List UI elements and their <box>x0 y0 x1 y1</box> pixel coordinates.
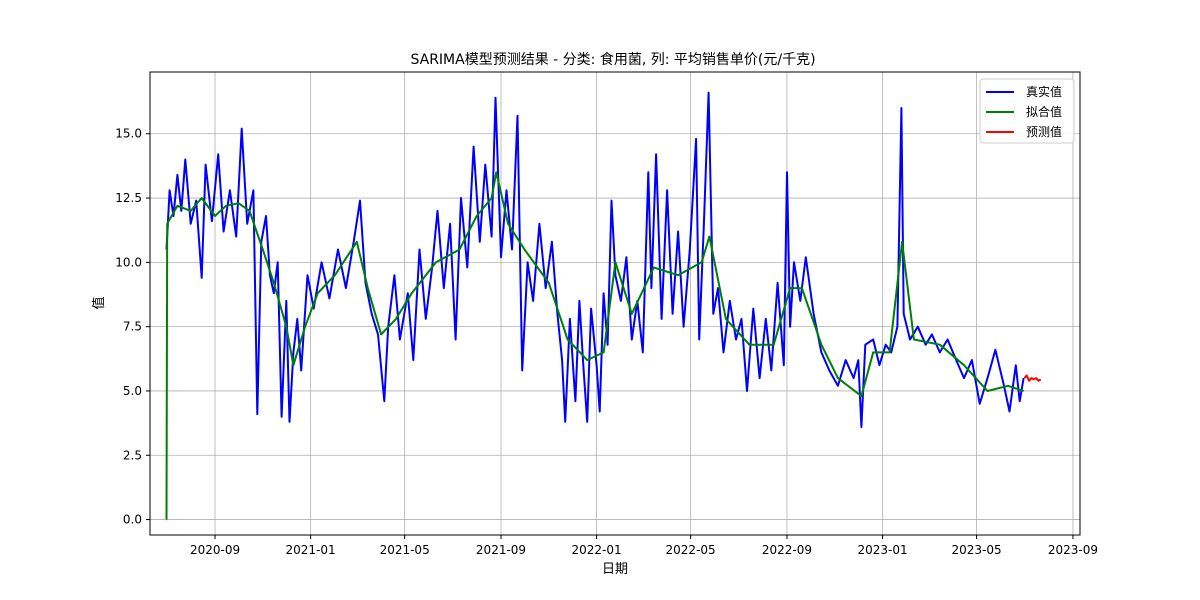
x-tick-label: 2023-01 <box>857 543 907 557</box>
y-tick-label: 15.0 <box>115 127 142 141</box>
x-tick-label: 2021-01 <box>286 543 336 557</box>
x-tick-label: 2020-09 <box>190 543 240 557</box>
y-tick-label: 2.5 <box>123 448 142 462</box>
plot-area-frame <box>149 71 1081 536</box>
y-tick-label: 5.0 <box>123 384 142 398</box>
x-tick-label: 2022-09 <box>762 543 812 557</box>
y-tick-label: 0.0 <box>123 513 142 527</box>
x-tick-label: 2022-01 <box>572 543 622 557</box>
series-line-2 <box>165 171 1024 520</box>
x-tick-label: 2021-09 <box>476 543 526 557</box>
x-tick-label: 2022-05 <box>666 543 716 557</box>
series-line-1 <box>165 91 1025 428</box>
legend-label-1: 真实值 <box>1026 84 1062 99</box>
y-tick-label: 10.0 <box>115 255 142 269</box>
x-tick-label: 2021-05 <box>380 543 430 557</box>
legend-box <box>979 78 1075 144</box>
axis-ticks: 2020-09 2021-01 2021-05 2021-09 2022-01 2022-… <box>115 127 1098 557</box>
y-tick-label: 12.5 <box>115 191 142 205</box>
x-axis-label: 日期 <box>602 562 628 577</box>
series-layer <box>165 91 1042 520</box>
grid <box>150 72 1080 535</box>
series-line-3 <box>1023 374 1042 382</box>
x-tick-label: 2023-09 <box>1048 543 1098 557</box>
chart-title: SARIMA模型预测结果 - 分类: 食用菌, 列: 平均销售单价(元/千克) <box>410 51 815 68</box>
y-tick-label: 7.5 <box>123 320 142 334</box>
legend-label-2: 拟合值 <box>1026 104 1062 119</box>
x-tick-label: 2023-05 <box>952 543 1002 557</box>
y-axis-label: 值 <box>91 296 107 309</box>
legend-label-3: 预测值 <box>1026 124 1062 139</box>
